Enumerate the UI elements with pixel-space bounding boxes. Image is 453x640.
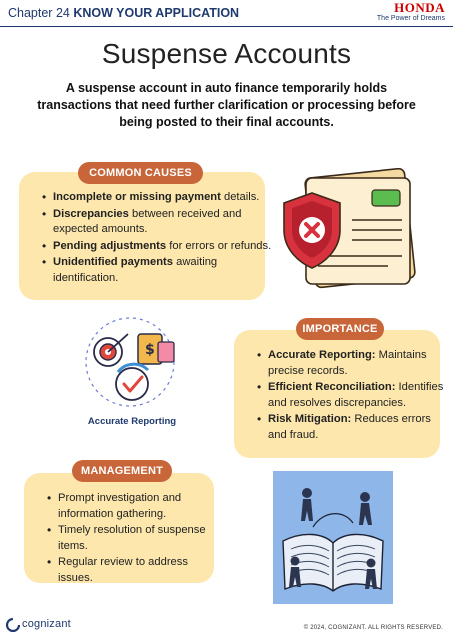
header-bar: Chapter 24 KNOW YOUR APPLICATION HONDA T… xyxy=(0,0,453,27)
cause-item-text: details. xyxy=(221,191,260,203)
importance-card: Accurate Reporting: Maintains precise re… xyxy=(234,330,440,458)
importance-item-bold: Accurate Reporting: xyxy=(268,349,376,361)
svg-text:$: $ xyxy=(145,342,155,358)
cause-item: Discrepancies between received and expec… xyxy=(53,207,275,238)
cognizant-logo: cognizant xyxy=(6,617,96,633)
accurate-reporting-illustration: $ Accurate Reporting xyxy=(72,312,192,442)
importance-item-bold: Efficient Reconciliation: xyxy=(268,381,395,393)
management-card: Prompt investigation and information gat… xyxy=(24,473,214,583)
cause-item-bold: Unidentified payments xyxy=(53,256,173,268)
cause-item: Incomplete or missing payment details. xyxy=(53,190,275,206)
common-causes-list: Incomplete or missing payment details. D… xyxy=(39,190,275,287)
management-list: Prompt investigation and information gat… xyxy=(44,491,224,587)
intro-paragraph: A suspense account in auto finance tempo… xyxy=(30,80,423,131)
importance-list: Accurate Reporting: Maintains precise re… xyxy=(254,348,452,444)
cause-item-bold: Discrepancies xyxy=(53,208,129,220)
book-people-illustration xyxy=(273,471,393,604)
cause-item-bold: Pending adjustments xyxy=(53,240,166,252)
honda-logo: HONDA The Power of Dreams xyxy=(377,2,445,23)
management-item: Timely resolution of suspense items. xyxy=(58,523,224,554)
target-checkmark-icon: $ xyxy=(72,312,192,416)
chapter-number: Chapter 24 xyxy=(8,6,70,20)
cause-item-text: for errors or refunds. xyxy=(166,240,271,252)
common-causes-heading: COMMON CAUSES xyxy=(78,162,203,184)
chapter-heading: Chapter 24 KNOW YOUR APPLICATION xyxy=(8,6,239,20)
management-item: Regular review to address issues. xyxy=(58,555,224,586)
cause-item-bold: Incomplete or missing payment xyxy=(53,191,221,203)
document-warning-illustration xyxy=(278,168,428,293)
importance-item: Efficient Reconciliation: Identifies and… xyxy=(268,380,452,411)
brand-tagline: The Power of Dreams xyxy=(377,14,445,23)
common-causes-card: Incomplete or missing payment details. D… xyxy=(19,172,265,300)
importance-item: Risk Mitigation: Reduces errors and frau… xyxy=(268,412,452,443)
document-green-label xyxy=(372,190,400,206)
cause-item: Pending adjustments for errors or refund… xyxy=(53,239,275,255)
cognizant-mark-icon xyxy=(6,618,20,632)
accurate-reporting-caption: Accurate Reporting xyxy=(72,416,192,427)
copyright-notice: © 2024, COGNIZANT. ALL RIGHTS RESERVED. xyxy=(304,625,443,631)
brand-name: HONDA xyxy=(377,2,445,14)
cause-item: Unidentified payments awaiting identific… xyxy=(53,255,275,286)
management-item: Prompt investigation and information gat… xyxy=(58,491,224,522)
importance-item-bold: Risk Mitigation: xyxy=(268,413,351,425)
management-heading: MANAGEMENT xyxy=(72,460,172,482)
company-name: cognizant xyxy=(22,618,71,630)
importance-item: Accurate Reporting: Maintains precise re… xyxy=(268,348,452,379)
chapter-title: KNOW YOUR APPLICATION xyxy=(73,6,239,20)
page-title: Suspense Accounts xyxy=(0,38,453,70)
importance-heading: IMPORTANCE xyxy=(296,318,384,340)
